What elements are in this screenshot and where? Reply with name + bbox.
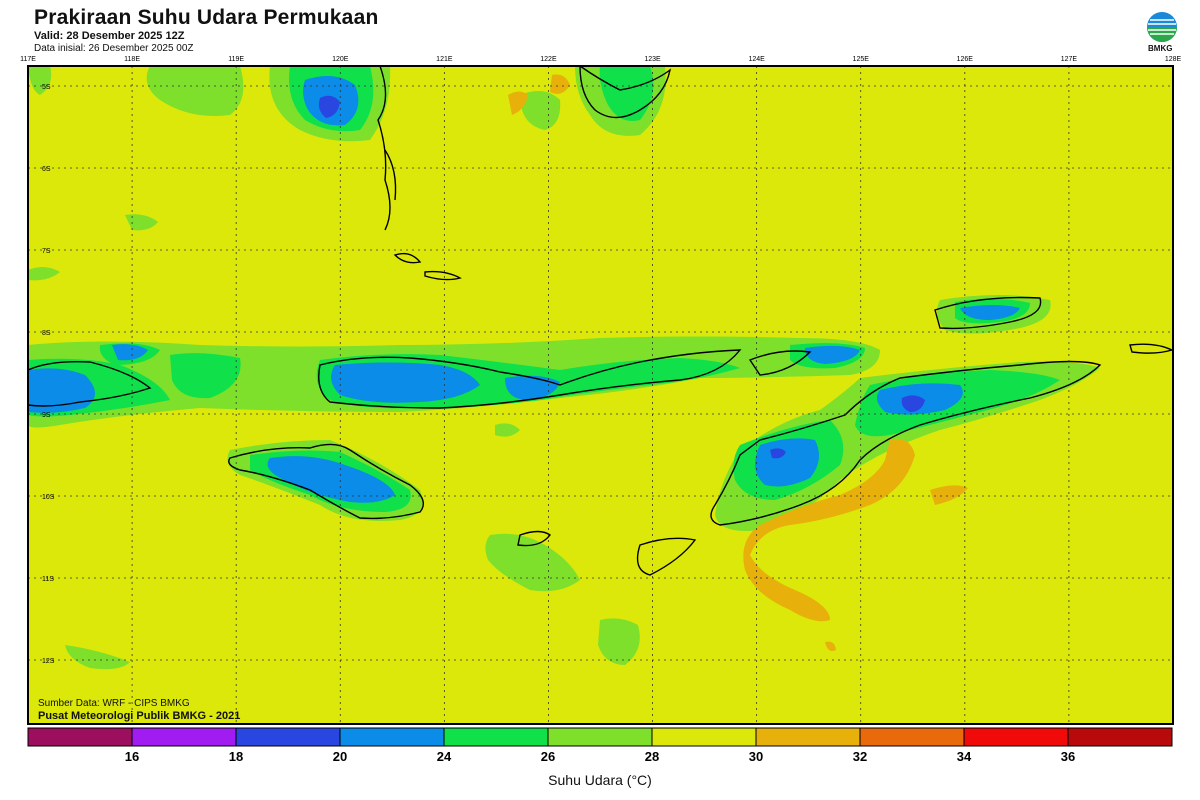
valid-time: Valid: 28 Desember 2025 12Z xyxy=(34,30,185,42)
coast-timor xyxy=(710,360,1102,526)
coast-kisar xyxy=(1129,343,1174,354)
coast-east-islands xyxy=(579,65,672,119)
colorbar-swatch xyxy=(443,727,549,747)
colorbar-swatch xyxy=(339,727,445,747)
coast-sulawesi xyxy=(377,65,391,231)
coast-wetar xyxy=(934,296,1042,330)
coast-alor xyxy=(748,350,812,376)
coast-sawu xyxy=(517,530,552,547)
contour-18-20 xyxy=(318,95,925,459)
colorbar-swatch xyxy=(547,727,653,747)
lon-tick-label: 117E xyxy=(20,56,36,63)
org-text: Pusat Meteorologi Publik BMKG - 2021 xyxy=(38,710,241,722)
lat-tick-label: 6S xyxy=(42,166,51,173)
lon-tick-label: 124E xyxy=(748,56,765,63)
colorbar-label: 34 xyxy=(957,749,972,764)
coast-lombok-sumbawa xyxy=(27,360,152,407)
colorbar-label: 32 xyxy=(853,749,867,764)
latitude-labels: 5S 6S 7S 8S 9S 10S 11S 12S xyxy=(42,84,55,665)
lat-tick-label: 12S xyxy=(42,658,55,665)
lon-tick-label: 123E xyxy=(644,56,661,63)
colorbar-label: 36 xyxy=(1061,749,1075,764)
colorbar: 16 18 20 24 26 28 30 32 34 36 xyxy=(27,727,1173,764)
colorbar-label: 20 xyxy=(333,749,347,764)
lat-tick-label: 9S xyxy=(42,412,51,419)
lat-tick-label: 10S xyxy=(42,494,55,501)
lon-tick-label: 125E xyxy=(853,56,870,63)
lon-tick-label: 119E xyxy=(228,56,244,63)
coast-sumba xyxy=(228,443,424,520)
gridlines xyxy=(28,66,1173,724)
init-time: Data inisial: 26 Desember 2025 00Z xyxy=(34,43,194,54)
logo-text: BMKG xyxy=(1148,44,1173,53)
colorbar-label: 28 xyxy=(645,749,659,764)
colorbar-label: 16 xyxy=(125,749,139,764)
map-frame xyxy=(27,65,1174,725)
bmkg-logo xyxy=(1147,12,1177,42)
coast-rote xyxy=(636,537,697,576)
map-title: Prakiraan Suhu Udara Permukaan xyxy=(34,6,379,29)
lon-tick-label: 118E xyxy=(124,56,140,63)
longitude-labels: 117E 118E 119E 120E 121E 122E 123E 124E 125E 126E… xyxy=(20,56,1181,63)
lat-tick-label: 7S xyxy=(42,248,51,255)
coast-small-2 xyxy=(424,270,462,281)
lat-tick-label: 5S xyxy=(42,84,51,91)
lon-tick-label: 120E xyxy=(332,56,349,63)
colorbar-swatch xyxy=(131,727,237,747)
coast-buton xyxy=(384,149,397,201)
coast-small-1 xyxy=(393,252,422,264)
coast-flores xyxy=(318,349,742,409)
source-text: Sumber Data: WRF - CIPS BMKG xyxy=(38,698,190,709)
colorbar-swatch xyxy=(235,727,341,747)
colorbar-swatch xyxy=(651,727,757,747)
lat-tick-label: 8S xyxy=(42,330,51,337)
colorbar-label: 24 xyxy=(437,749,452,764)
colorbar-swatch xyxy=(963,727,1069,747)
colorbar-swatch xyxy=(1067,727,1173,747)
lat-tick-label: 11S xyxy=(42,576,54,583)
colorbar-label: 30 xyxy=(749,749,763,764)
colorbar-label: 26 xyxy=(541,749,555,764)
colorbar-swatch xyxy=(27,727,133,747)
lon-tick-label: 126E xyxy=(957,56,974,63)
lon-tick-label: 122E xyxy=(540,56,557,63)
lon-tick-label: 121E xyxy=(436,56,453,63)
lon-tick-label: 128E xyxy=(1165,56,1182,63)
coastlines xyxy=(27,65,1174,576)
colorbar-title: Suhu Udara (°C) xyxy=(548,772,652,788)
colorbar-label: 18 xyxy=(229,749,243,764)
colorbar-swatch xyxy=(859,727,965,747)
contour-30-32 xyxy=(508,74,968,651)
colorbar-swatch xyxy=(755,727,861,747)
lon-tick-label: 127E xyxy=(1061,56,1078,63)
